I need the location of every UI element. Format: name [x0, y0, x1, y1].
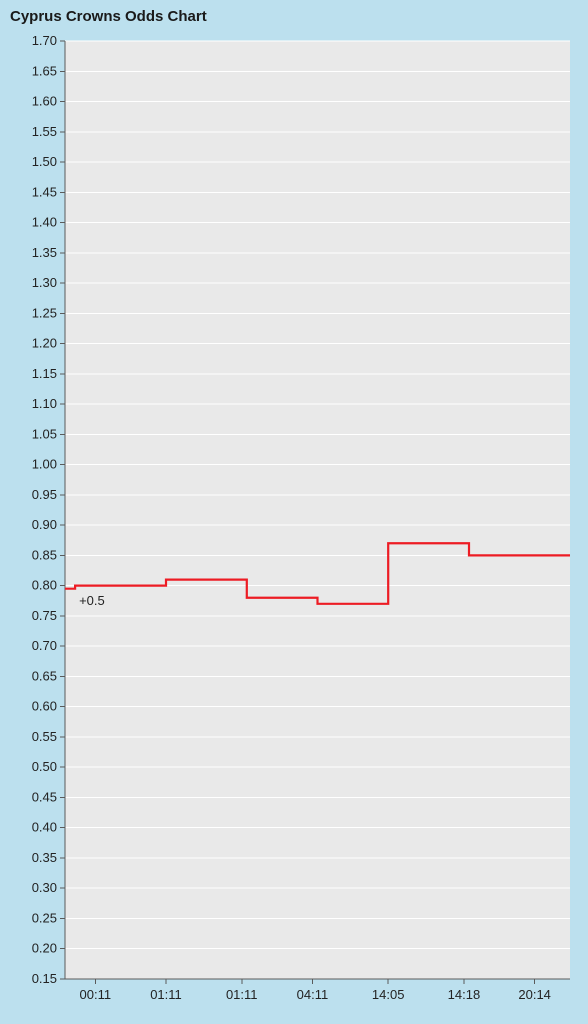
svg-text:0.30: 0.30 [32, 880, 57, 895]
svg-text:0.65: 0.65 [32, 668, 57, 683]
svg-text:1.45: 1.45 [32, 184, 57, 199]
svg-text:0.15: 0.15 [32, 971, 57, 986]
svg-text:0.35: 0.35 [32, 850, 57, 865]
svg-text:1.60: 1.60 [32, 94, 57, 109]
svg-text:0.20: 0.20 [32, 941, 57, 956]
svg-text:0.80: 0.80 [32, 578, 57, 593]
svg-text:0.95: 0.95 [32, 487, 57, 502]
svg-text:0.40: 0.40 [32, 820, 57, 835]
svg-text:00:11: 00:11 [80, 987, 112, 1002]
svg-text:14:05: 14:05 [372, 987, 405, 1002]
svg-text:20:14: 20:14 [518, 987, 551, 1002]
svg-text:1.70: 1.70 [32, 35, 57, 48]
svg-text:01:11: 01:11 [226, 987, 258, 1002]
svg-text:1.50: 1.50 [32, 154, 57, 169]
svg-text:1.25: 1.25 [32, 305, 57, 320]
odds-chart: 0.15 0.20 0.25 0.30 0.35 0.40 0.45 0.50 0.55 0.60… [10, 35, 578, 1005]
svg-text:0.55: 0.55 [32, 729, 57, 744]
svg-text:0.60: 0.60 [32, 699, 57, 714]
svg-text:1.15: 1.15 [32, 366, 57, 381]
svg-text:1.30: 1.30 [32, 275, 57, 290]
svg-text:0.70: 0.70 [32, 638, 57, 653]
svg-text:0.75: 0.75 [32, 608, 57, 623]
svg-text:1.35: 1.35 [32, 245, 57, 260]
svg-text:0.85: 0.85 [32, 547, 57, 562]
svg-text:1.20: 1.20 [32, 336, 57, 351]
svg-text:0.90: 0.90 [32, 517, 57, 532]
svg-text:0.25: 0.25 [32, 910, 57, 925]
svg-text:14:18: 14:18 [448, 987, 481, 1002]
svg-text:1.05: 1.05 [32, 426, 57, 441]
svg-text:1.65: 1.65 [32, 63, 57, 78]
svg-text:0.50: 0.50 [32, 759, 57, 774]
svg-text:01:11: 01:11 [150, 987, 182, 1002]
svg-text:04:11: 04:11 [297, 987, 329, 1002]
svg-text:1.10: 1.10 [32, 396, 57, 411]
chart-title: Cyprus Crowns Odds Chart [10, 8, 578, 25]
svg-text:0.45: 0.45 [32, 789, 57, 804]
chart-svg: 0.15 0.20 0.25 0.30 0.35 0.40 0.45 0.50 0.55 0.60… [10, 35, 578, 1005]
svg-text:1.00: 1.00 [32, 457, 57, 472]
svg-text:+0.5: +0.5 [79, 593, 105, 608]
svg-text:1.55: 1.55 [32, 124, 57, 139]
svg-text:1.40: 1.40 [32, 215, 57, 230]
